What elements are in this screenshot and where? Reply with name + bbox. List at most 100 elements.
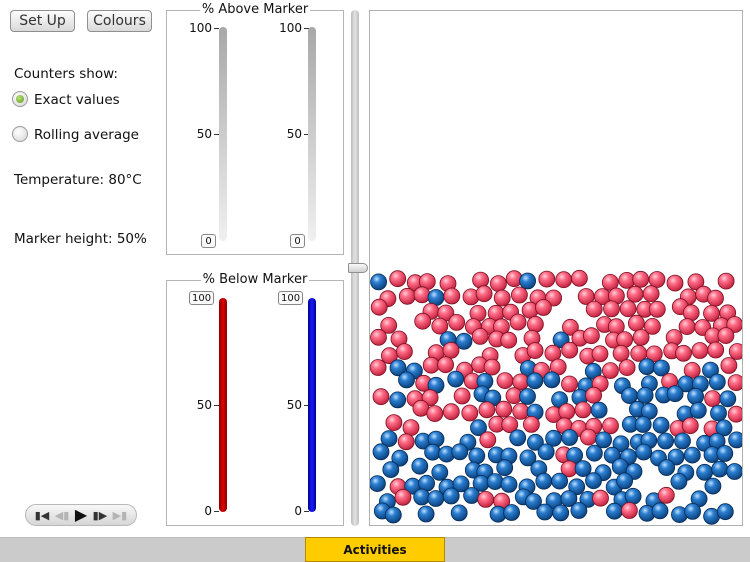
blue-particle — [503, 504, 521, 521]
activities-button[interactable]: Activities — [305, 537, 445, 562]
blue-particle — [427, 490, 445, 507]
blue-particle — [684, 502, 702, 520]
blue-particle — [370, 475, 386, 492]
below-red-tickmark-50 — [214, 405, 219, 406]
red-particle — [720, 357, 738, 374]
above-blue-tick-100: 100 — [279, 21, 302, 35]
red-particle — [648, 271, 666, 288]
red-particle — [687, 273, 705, 291]
red-particle — [727, 405, 742, 423]
red-particle — [380, 316, 398, 334]
blue-particle — [552, 504, 570, 522]
red-particle — [475, 285, 493, 303]
red-particle — [496, 372, 514, 390]
blue-particle — [380, 430, 398, 448]
red-particle — [627, 314, 645, 332]
blue-particle — [525, 493, 542, 510]
blue-particle — [568, 478, 586, 496]
blue-particle — [537, 443, 555, 461]
blue-particle — [728, 431, 742, 449]
red-particle — [618, 359, 636, 377]
step-forward-icon[interactable]: ▮▶ — [92, 508, 108, 522]
red-particle — [534, 299, 552, 316]
blue-particle — [687, 387, 705, 405]
blue-particle — [726, 463, 742, 480]
blue-particle — [595, 431, 613, 449]
red-particle — [603, 300, 620, 318]
red-particle — [717, 272, 735, 290]
red-particle — [620, 502, 638, 519]
red-particle — [570, 269, 588, 287]
blue-particle — [463, 487, 480, 504]
red-particle — [574, 401, 592, 419]
red-particle — [398, 287, 416, 305]
above-blue-tick-50: 50 — [286, 127, 302, 141]
above-blue-value-tag: 0 — [290, 234, 305, 248]
red-particle — [370, 298, 388, 316]
play-icon[interactable]: ▶ — [74, 505, 88, 524]
exact-values-label[interactable]: Exact values — [34, 92, 120, 108]
blue-particle — [519, 449, 537, 467]
blue-particle — [674, 432, 691, 450]
red-particle — [478, 401, 496, 419]
red-particle — [675, 344, 692, 362]
above-blue-meter-track — [308, 27, 316, 241]
blue-particle — [652, 416, 670, 434]
below-red-value-tag: 100 — [189, 291, 214, 305]
red-particle — [657, 486, 675, 504]
blue-particle — [391, 449, 409, 467]
above-red-value-tag: 0 — [201, 234, 216, 248]
blue-particle — [519, 388, 536, 405]
red-particle — [389, 270, 407, 288]
red-particle — [372, 388, 390, 406]
red-particle — [726, 316, 742, 333]
red-particle — [619, 300, 637, 318]
rolling-average-label[interactable]: Rolling average — [34, 127, 139, 143]
red-particle — [402, 419, 420, 437]
red-particle — [643, 317, 661, 335]
above-red-tickmark-100 — [214, 28, 219, 29]
red-particle — [558, 403, 576, 421]
blue-particle — [635, 443, 653, 461]
red-particle — [585, 300, 603, 318]
marker-height-readout: Marker height: 50% — [14, 231, 147, 247]
red-particle — [591, 345, 609, 363]
blue-particle — [634, 416, 652, 433]
red-particle — [448, 313, 466, 331]
red-particle — [443, 287, 461, 305]
blue-particle — [417, 505, 435, 523]
rolling-average-radio[interactable] — [12, 126, 28, 142]
blue-particle — [652, 359, 670, 377]
red-particle — [479, 431, 497, 449]
blue-particle — [603, 446, 621, 464]
red-particle — [582, 327, 600, 345]
colours-button[interactable]: Colours — [87, 10, 152, 32]
setup-button[interactable]: Set Up — [10, 10, 75, 32]
blue-particle — [389, 391, 407, 409]
blue-particle — [689, 401, 707, 419]
blue-particle — [411, 457, 429, 475]
blue-particle — [543, 371, 561, 389]
step-back-icon[interactable]: ◀▮ — [54, 508, 70, 522]
skip-back-icon[interactable]: ▮◀ — [34, 508, 50, 522]
red-particle — [422, 356, 440, 374]
below-blue-meter-fill — [308, 298, 316, 512]
exact-values-radio[interactable] — [12, 91, 28, 107]
red-particle — [522, 415, 540, 433]
red-particle — [370, 359, 387, 376]
red-particle — [538, 270, 556, 288]
red-particle — [493, 289, 511, 307]
below-blue-tick-50: 50 — [286, 398, 302, 412]
blue-particle — [605, 502, 623, 520]
blue-particle — [519, 272, 537, 290]
red-particle — [707, 289, 724, 307]
red-particle — [442, 341, 460, 359]
skip-forward-icon[interactable]: ▶▮ — [112, 508, 128, 522]
red-particle — [580, 428, 597, 446]
marker-slider-handle[interactable] — [348, 263, 368, 273]
red-particle — [431, 317, 449, 335]
red-particle — [495, 400, 513, 418]
blue-particle — [370, 273, 388, 291]
red-particle — [500, 331, 518, 349]
below-blue-tickmark-50 — [304, 405, 309, 406]
